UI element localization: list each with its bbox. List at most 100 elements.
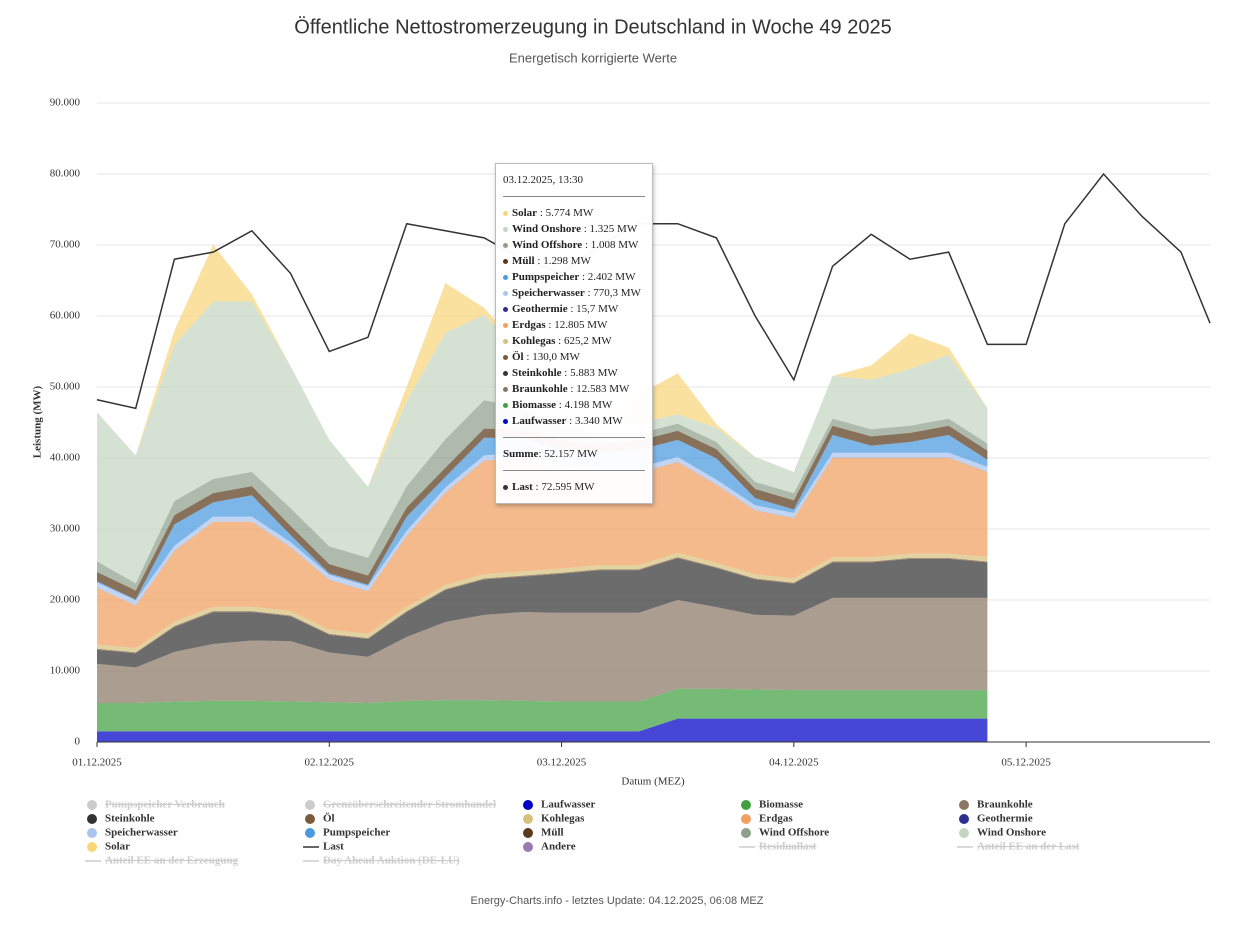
tooltip-dot	[503, 274, 508, 280]
legend-label: Müll	[541, 827, 564, 839]
legend-item[interactable]: Laufwasser	[523, 799, 596, 811]
tooltip-divider	[503, 196, 645, 197]
legend-item[interactable]: Wind Offshore	[741, 827, 829, 839]
legend-label: Pumpspeicher	[323, 827, 390, 839]
tooltip-row: Solar : 5.774 MW	[503, 205, 645, 221]
legend-item[interactable]: Pumpspeicher Verbrauch	[87, 799, 225, 811]
tooltip-row: Biomasse : 4.198 MW	[503, 397, 645, 413]
tooltip-row: Wind Onshore : 1.325 MW	[503, 221, 645, 237]
legend-item[interactable]: Solar	[87, 841, 130, 853]
x-tick-label: 05.12.2025	[1001, 757, 1051, 769]
tooltip-value: 3.340 MW	[574, 415, 623, 427]
y-tick-label: 50.000	[50, 381, 81, 393]
legend-symbol	[959, 800, 969, 810]
legend-item[interactable]: Öl	[305, 812, 335, 825]
x-tick-label: 03.12.2025	[537, 757, 587, 769]
tooltip-sum: Summe: 52.157 MW	[503, 448, 598, 460]
tooltip: 03.12.2025, 13:30 Solar : 5.774 MW Wind On…	[495, 163, 653, 504]
tooltip-value: 130,0 MW	[532, 351, 580, 363]
tooltip-value: 5.883 MW	[570, 367, 618, 379]
area	[97, 452, 988, 606]
legend-item[interactable]: Geothermie	[959, 813, 1033, 825]
y-tick-label: 60.000	[50, 310, 81, 322]
tooltip-dot	[503, 338, 508, 344]
tooltip-row: Laufwasser : 3.340 MW	[503, 413, 645, 429]
x-tick-label: 01.12.2025	[72, 757, 122, 769]
tooltip-name: Last	[512, 481, 533, 493]
legend-label: Wind Offshore	[759, 827, 829, 839]
legend-label: Pumpspeicher Verbrauch	[105, 799, 225, 811]
tooltip-row: Erdgas : 12.805 MW	[503, 317, 645, 333]
tooltip-name: Laufwasser	[512, 415, 567, 427]
legend-symbol	[87, 814, 97, 824]
legend-label: Kohlegas	[541, 813, 585, 825]
tooltip-value: 12.805 MW	[554, 319, 608, 331]
y-tick-label: 80.000	[50, 168, 81, 180]
tooltip-name: Wind Offshore	[512, 239, 583, 251]
legend-item[interactable]: Andere	[523, 841, 576, 853]
tooltip-name: Solar	[512, 207, 538, 219]
tooltip-row: Braunkohle : 12.583 MW	[503, 381, 645, 397]
y-tick-label: 20.000	[50, 594, 81, 606]
tooltip-name: Kohlegas	[512, 335, 556, 347]
x-tick-label: 04.12.2025	[769, 757, 819, 769]
area	[97, 425, 988, 600]
tooltip-value: 52.157 MW	[544, 448, 598, 460]
legend-symbol	[523, 800, 533, 810]
legend-item[interactable]: Last	[303, 841, 344, 853]
legend-item[interactable]: Erdgas	[741, 813, 793, 825]
legend-symbol	[87, 828, 97, 838]
legend-item[interactable]: Steinkohle	[87, 813, 155, 825]
legend-label: Grenzüberschreitender Stromhandel	[323, 799, 496, 811]
area	[97, 688, 988, 732]
tooltip-name: Geothermie	[512, 303, 568, 315]
legend-symbol	[305, 800, 315, 810]
tooltip-value: 1.325 MW	[589, 223, 638, 235]
tooltip-row: Kohlegas : 625,2 MW	[503, 333, 645, 349]
tooltip-dot	[503, 290, 508, 296]
legend-label: Last	[323, 841, 344, 853]
legend-item[interactable]: Anteil EE an der Last	[957, 841, 1080, 853]
legend-label: Wind Onshore	[977, 827, 1046, 839]
tooltip-dot	[503, 226, 508, 232]
legend-symbol	[741, 814, 751, 824]
legend-item[interactable]: Anteil EE an der Erzeugung	[85, 855, 239, 867]
legend-label: Biomasse	[759, 799, 803, 811]
legend-item[interactable]: Braunkohle	[959, 799, 1033, 811]
tooltip-divider	[503, 470, 645, 471]
tooltip-value: 72.595 MW	[541, 481, 595, 493]
tooltip-value: 625,2 MW	[563, 335, 612, 347]
legend-item[interactable]: Wind Onshore	[959, 827, 1046, 839]
y-tick-label: 90.000	[50, 97, 81, 109]
tooltip-row: Pumpspeicher : 2.402 MW	[503, 269, 645, 285]
y-tick-label: 30.000	[50, 523, 81, 535]
legend-symbol	[523, 814, 533, 824]
tooltip-divider	[503, 437, 645, 438]
legend-item[interactable]: Day Ahead Auktion (DE-LU)	[303, 855, 460, 867]
legend-symbol	[741, 828, 751, 838]
legend-item[interactable]: Speicherwasser	[87, 827, 178, 839]
tooltip-dot	[503, 418, 508, 424]
load-line	[96, 172, 1211, 410]
tooltip-name: Speicherwasser	[512, 287, 585, 299]
tooltip-dot	[503, 402, 508, 408]
tooltip-name: Wind Onshore	[512, 223, 581, 235]
tooltip-row: Geothermie : 15,7 MW	[503, 301, 645, 317]
area	[97, 558, 988, 668]
legend-item[interactable]: Residuallast	[739, 841, 817, 853]
legend-item[interactable]: Kohlegas	[523, 813, 585, 825]
legend-item[interactable]: Pumpspeicher	[305, 827, 390, 839]
area	[97, 434, 988, 601]
area	[97, 457, 988, 649]
legend-item[interactable]: Müll	[523, 827, 564, 839]
legend-item[interactable]: Biomasse	[741, 799, 803, 811]
legend-label: Residuallast	[759, 841, 817, 853]
tooltip-dot	[503, 210, 508, 216]
legend-label: Geothermie	[977, 813, 1033, 825]
y-axis-title: Leistung (MW)	[32, 385, 44, 458]
legend-symbol	[741, 800, 751, 810]
legend-item[interactable]: Grenzüberschreitender Stromhandel	[305, 799, 496, 811]
tooltip-name: Steinkohle	[512, 367, 562, 379]
